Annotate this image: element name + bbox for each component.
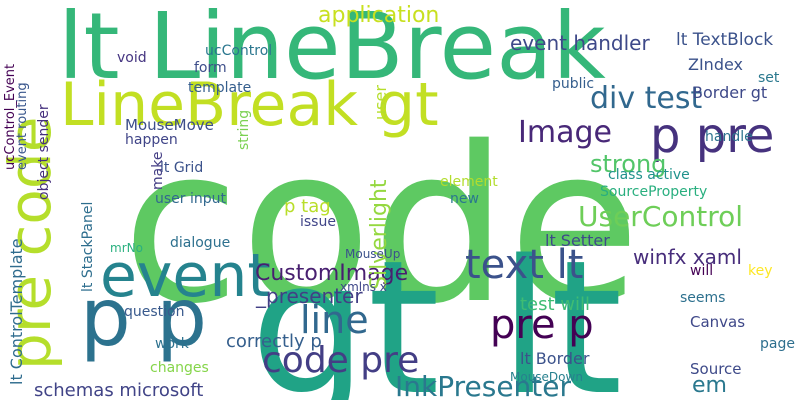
word: InkPresenter bbox=[395, 370, 572, 400]
word: template bbox=[188, 80, 251, 96]
word: user input bbox=[155, 191, 227, 207]
word: lt Grid bbox=[160, 160, 203, 176]
word: pre code bbox=[0, 117, 64, 370]
word: CustomImage bbox=[255, 261, 408, 286]
word: page bbox=[760, 336, 795, 352]
word: line bbox=[300, 298, 369, 342]
word: make bbox=[150, 152, 166, 190]
word: Border gt bbox=[692, 83, 767, 102]
word: code bbox=[122, 100, 641, 351]
word: lt ControlTemplate bbox=[7, 238, 26, 385]
word: void bbox=[117, 50, 147, 66]
word: event bbox=[100, 241, 271, 311]
word: UserControl bbox=[578, 200, 743, 233]
word: lt LineBreak bbox=[58, 0, 607, 100]
word: event routing bbox=[15, 82, 30, 170]
word: Source bbox=[690, 360, 742, 378]
word: code pre bbox=[262, 340, 419, 381]
word: ucControl bbox=[205, 43, 272, 59]
word: element bbox=[440, 174, 498, 190]
word: public bbox=[552, 76, 594, 92]
word: Image bbox=[518, 115, 612, 150]
word: xmlns x bbox=[340, 280, 387, 294]
word: key bbox=[748, 263, 773, 279]
word: Silverlight bbox=[367, 179, 392, 290]
word: ZIndex bbox=[688, 55, 743, 74]
word: correctly p bbox=[226, 331, 322, 352]
word: dialogue bbox=[170, 235, 230, 251]
word: will bbox=[690, 263, 713, 279]
word: LineBreak gt bbox=[60, 70, 439, 140]
word: MouseDown bbox=[510, 370, 583, 384]
word: ucControl_Event bbox=[3, 64, 18, 170]
word: form bbox=[194, 60, 227, 76]
word: lt StackPanel bbox=[80, 202, 96, 292]
word: happen bbox=[125, 132, 178, 148]
word: class active bbox=[608, 167, 690, 183]
word: test will bbox=[520, 294, 590, 315]
word: MouseUp bbox=[345, 247, 400, 261]
word: handle bbox=[705, 129, 753, 145]
word: text lt bbox=[465, 242, 583, 288]
word: Canvas bbox=[690, 313, 745, 331]
word: lt TextBlock bbox=[676, 30, 773, 50]
word: _presenter bbox=[255, 284, 363, 308]
word: lt Setter bbox=[545, 231, 610, 250]
word: mrNo bbox=[110, 241, 143, 255]
word: event handler bbox=[510, 31, 650, 55]
word: set bbox=[758, 70, 780, 86]
word: div test bbox=[590, 81, 703, 116]
word: MouseMove bbox=[125, 116, 214, 134]
word: pre p bbox=[490, 302, 594, 348]
word: issue bbox=[300, 214, 336, 230]
word: gt lt bbox=[250, 220, 623, 400]
word: p tag bbox=[284, 196, 331, 217]
word: strong bbox=[590, 150, 666, 178]
word: schemas microsoft bbox=[34, 380, 203, 400]
word: lt Border bbox=[520, 349, 590, 368]
word: em bbox=[692, 373, 727, 398]
word: p p bbox=[80, 271, 207, 364]
word: p pre bbox=[650, 108, 774, 164]
word: work bbox=[155, 336, 190, 352]
word: question bbox=[124, 304, 184, 320]
word: application bbox=[318, 3, 439, 28]
word: seems bbox=[680, 290, 725, 306]
word: object sender bbox=[36, 104, 52, 200]
word: string bbox=[236, 110, 252, 150]
word: new bbox=[450, 191, 479, 207]
word: user bbox=[371, 85, 390, 120]
word: SourceProperty bbox=[600, 184, 707, 200]
word: winfx xaml bbox=[633, 245, 742, 269]
word: changes bbox=[150, 360, 209, 376]
